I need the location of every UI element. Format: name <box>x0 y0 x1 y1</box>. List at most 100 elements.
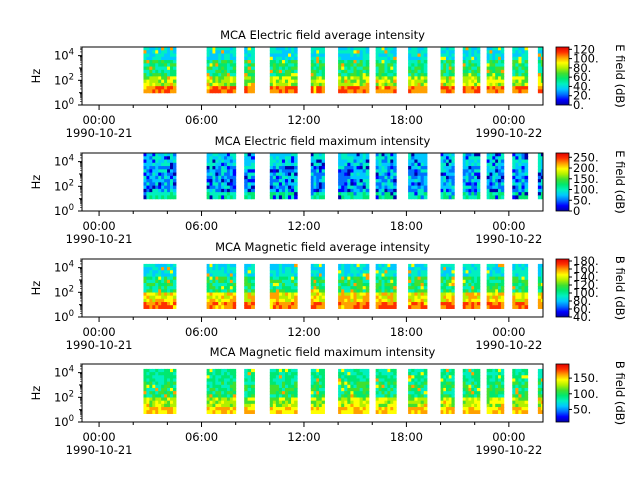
spectrogram-cell <box>417 286 422 290</box>
spectrogram-cell <box>359 387 364 392</box>
spectrogram-cell <box>356 403 361 408</box>
spectrogram-cell <box>251 403 255 408</box>
spectrogram-cell <box>384 159 388 164</box>
spectrogram-cell <box>350 410 354 414</box>
spectrogram-cell <box>353 295 358 300</box>
spectrogram-cell <box>344 53 348 58</box>
spectrogram-cell <box>206 153 211 157</box>
spectrogram-cell <box>495 60 499 64</box>
spectrogram-cell <box>417 192 422 196</box>
spectrogram-cell <box>356 267 361 271</box>
spectrogram-cell <box>251 192 255 196</box>
spectrogram-cell <box>359 79 364 84</box>
spectrogram-cell <box>387 156 391 161</box>
spectrogram-cell <box>495 69 499 74</box>
spectrogram-cell <box>281 273 286 278</box>
spectrogram-cell <box>149 50 153 55</box>
spectrogram-cell <box>423 86 428 90</box>
spectrogram-cell <box>544 305 548 309</box>
spectrogram-cell <box>465 172 469 177</box>
spectrogram-cell <box>244 375 249 380</box>
spectrogram-cell <box>492 279 496 284</box>
spectrogram-cell <box>420 305 425 309</box>
spectrogram-cell <box>272 76 277 81</box>
spectrogram-cell <box>498 292 502 297</box>
spectrogram-cell <box>362 69 367 74</box>
spectrogram-cell <box>288 53 292 58</box>
spectrogram-cell <box>414 182 419 187</box>
spectrogram-cell <box>540 156 543 161</box>
spectrogram-cell <box>172 407 177 411</box>
spectrogram-cell <box>313 89 317 94</box>
spectrogram-cell <box>521 86 526 90</box>
spectrogram-cell <box>465 403 469 408</box>
spectrogram-cell <box>500 267 505 271</box>
spectrogram-cell <box>420 166 425 170</box>
spectrogram-cell <box>172 76 177 81</box>
spectrogram-cell <box>318 156 323 161</box>
spectrogram-cell <box>146 273 150 278</box>
spectrogram-cell <box>353 188 358 193</box>
spectrogram-cell <box>155 86 159 90</box>
spectrogram-cell <box>272 407 277 411</box>
spectrogram-cell <box>387 270 391 275</box>
spectrogram-cell <box>440 182 444 187</box>
spectrogram-cell <box>209 378 213 383</box>
spectrogram-cell <box>284 381 289 386</box>
spectrogram-cell <box>378 179 383 183</box>
spectrogram-cell <box>221 185 225 190</box>
spectrogram-cell <box>540 76 543 81</box>
spectrogram-cell <box>167 56 171 61</box>
spectrogram-cell <box>143 289 147 294</box>
spectrogram-cell <box>272 305 277 309</box>
spectrogram-cell <box>161 407 165 411</box>
spectrogram-cell <box>500 263 505 268</box>
spectrogram-cell <box>356 286 361 290</box>
spectrogram-cell <box>221 188 225 193</box>
spectrogram-cell <box>451 60 455 64</box>
spectrogram-cell <box>284 394 289 399</box>
spectrogram-cell <box>170 410 174 414</box>
spectrogram-cell <box>495 166 499 170</box>
spectrogram-cell <box>356 381 361 386</box>
spectrogram-cell <box>251 292 255 297</box>
spectrogram-cell <box>387 391 391 395</box>
spectrogram-cell <box>206 188 211 193</box>
spectrogram-cell <box>350 387 354 392</box>
spectrogram-cell <box>172 263 177 268</box>
spectrogram-cell <box>149 166 153 170</box>
spectrogram-cell <box>362 185 367 190</box>
spectrogram-cell <box>498 302 502 306</box>
spectrogram-cell <box>390 162 394 167</box>
spectrogram-cell <box>512 86 516 90</box>
spectrogram-cell <box>417 298 422 303</box>
spectrogram-cell <box>378 56 383 61</box>
spectrogram-cell <box>167 195 171 200</box>
spectrogram-cell <box>393 282 397 287</box>
spectrogram-cell <box>446 289 450 294</box>
spectrogram-cell <box>378 47 383 51</box>
spectrogram-cell <box>474 53 478 58</box>
spectrogram-cell <box>318 69 323 74</box>
spectrogram-cell <box>512 172 516 177</box>
spectrogram-cell <box>146 400 150 405</box>
spectrogram-cell <box>269 394 274 399</box>
spectrogram-cell <box>209 169 213 174</box>
spectrogram-cell <box>272 159 277 164</box>
spectrogram-cell <box>318 263 323 268</box>
spectrogram-cell <box>440 394 444 399</box>
spectrogram-cell <box>492 192 496 196</box>
spectrogram-cell <box>359 273 364 278</box>
spectrogram-cell <box>164 384 168 389</box>
spectrogram-cell <box>232 407 237 411</box>
spectrogram-cell <box>446 273 450 278</box>
spectrogram-cell <box>281 410 286 414</box>
spectrogram-cell <box>443 263 447 268</box>
spectrogram-cell <box>221 179 225 183</box>
spectrogram-cell <box>284 89 289 94</box>
spectrogram-cell <box>206 298 211 303</box>
spectrogram-cell <box>353 195 358 200</box>
spectrogram-cell <box>524 76 529 81</box>
spectrogram-cell <box>353 403 358 408</box>
spectrogram-cell <box>221 169 225 174</box>
